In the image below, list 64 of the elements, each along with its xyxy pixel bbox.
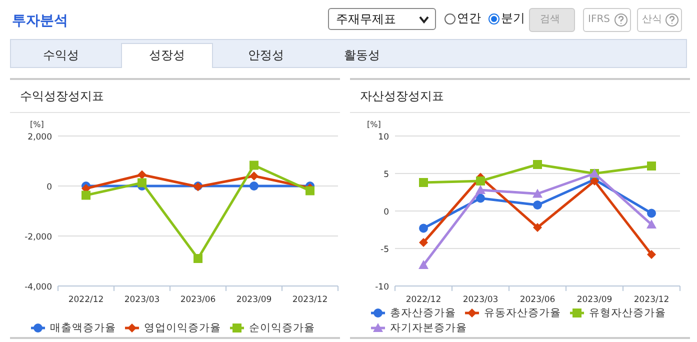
point [306, 186, 314, 196]
point [476, 194, 485, 203]
point [250, 160, 258, 170]
point [533, 200, 542, 210]
y-tick-label: -10 [375, 282, 389, 292]
point [419, 224, 428, 233]
y-axis-title: [%] [367, 120, 381, 129]
point [647, 208, 656, 218]
legend-label: 순이익증가율 [249, 320, 315, 334]
text: 산식 [637, 8, 682, 32]
point [419, 178, 428, 187]
y-tick-label: 10 [378, 132, 389, 142]
x-tick-label: 2023/03 [462, 295, 498, 305]
point [533, 223, 542, 232]
point [533, 160, 542, 169]
legend-label: 영업이익증가율 [144, 320, 221, 334]
point [476, 176, 485, 186]
x-tick-label: 2023/06 [520, 295, 556, 305]
y-tick-label: -5 [380, 245, 389, 255]
x-tick-label: 2023/09 [576, 295, 612, 305]
text: 수익성 [42, 47, 80, 64]
point [647, 250, 656, 259]
text: 투자분석 [12, 12, 68, 30]
point [646, 220, 656, 228]
x-tick-label: 2022/12 [406, 295, 442, 305]
x-tick-label: 2023/06 [180, 295, 216, 305]
legend-label: 자기자본증가율 [390, 320, 467, 334]
point [250, 172, 258, 180]
legend-label: 유형자산증가율 [589, 306, 666, 320]
point [647, 162, 656, 170]
legend-label: 총자산증가율 [390, 306, 456, 320]
text: 연간 [457, 10, 481, 27]
text: 주재무제표 [328, 8, 436, 30]
y-axis-title: [%] [30, 120, 44, 129]
y-tick-label: 2,000 [28, 132, 52, 142]
text: 성장성 [121, 43, 213, 68]
text: 분기 [501, 10, 525, 27]
y-tick-label: 0 [46, 182, 52, 192]
point [418, 260, 428, 269]
legend-label: 유동자산증가율 [484, 306, 561, 320]
point [82, 190, 90, 200]
y-tick-label: -2,000 [24, 232, 52, 242]
x-tick-label: 2023/03 [124, 295, 160, 305]
x-tick-label: 2023/12 [292, 295, 328, 305]
point [532, 188, 542, 198]
y-tick-label: 5 [384, 170, 389, 180]
text: 활동성 [343, 47, 381, 64]
point [419, 238, 428, 247]
legend-label: 매출액증가율 [50, 320, 116, 334]
point [250, 182, 258, 190]
chart-title: 자산성장성지표 [360, 88, 444, 105]
point [476, 185, 486, 194]
text: 안정성 [247, 47, 285, 64]
point [138, 170, 146, 180]
x-tick-label: 2022/12 [68, 295, 104, 305]
point [138, 178, 146, 188]
point [194, 254, 202, 263]
text: 검색 [529, 8, 575, 32]
chart-title: 수익성장성지표 [20, 88, 104, 105]
x-tick-label: 2023/12 [634, 295, 670, 305]
x-tick-label: 2023/09 [236, 295, 272, 305]
y-tick-label: 0 [384, 208, 389, 218]
text: IFRS [583, 8, 631, 32]
y-tick-label: -4,000 [24, 282, 52, 292]
